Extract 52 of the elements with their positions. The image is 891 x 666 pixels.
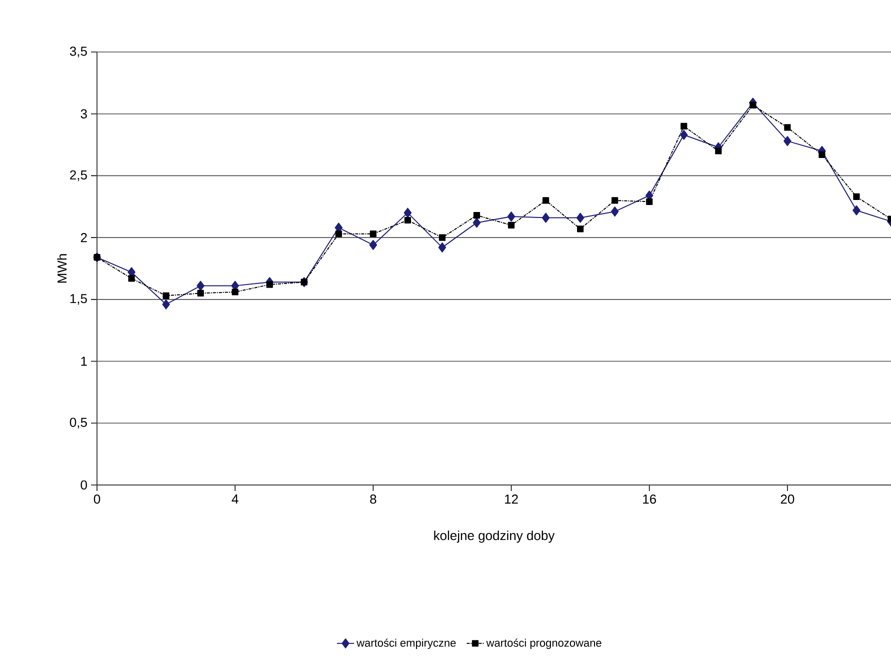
- y-tick-label: 3,5: [70, 46, 87, 58]
- point: [750, 102, 756, 108]
- point: [128, 275, 135, 282]
- point: [370, 230, 376, 238]
- point: [612, 197, 618, 204]
- point: [266, 281, 273, 288]
- point: [162, 299, 170, 310]
- y-tick-label: 3: [80, 109, 87, 118]
- legend-label: wartości prognozowane: [486, 638, 602, 649]
- point: [404, 208, 412, 218]
- point: [852, 205, 860, 216]
- point: [577, 226, 584, 232]
- point: [646, 198, 653, 205]
- point: [784, 124, 791, 131]
- point: [542, 212, 550, 223]
- x-tick-label: 16: [643, 494, 656, 504]
- point: [542, 197, 550, 204]
- point: [335, 230, 342, 238]
- y-tick-label: 0,5: [70, 418, 87, 428]
- point: [680, 130, 688, 140]
- point: [404, 216, 411, 224]
- y-tick-label: 1,5: [70, 294, 87, 305]
- point: [576, 212, 584, 223]
- point: [853, 193, 860, 200]
- y-axis-title: MWh: [57, 254, 67, 283]
- point: [197, 290, 204, 297]
- x-tick-label: 12: [505, 494, 518, 504]
- x-tick-label: 4: [232, 494, 238, 504]
- x-tick-label: 20: [780, 494, 794, 504]
- point: [369, 240, 378, 250]
- point: [232, 288, 238, 296]
- x-axis-title: kolejne godziny doby: [434, 530, 555, 543]
- y-tick-label: 0: [80, 480, 87, 490]
- point: [438, 234, 446, 241]
- point: [818, 151, 826, 158]
- point: [610, 206, 619, 217]
- point: [473, 212, 480, 219]
- point: [162, 292, 170, 300]
- legend-label: wartości empiryczne: [356, 638, 456, 649]
- y-tick-label: 1: [81, 356, 87, 366]
- point: [438, 242, 446, 252]
- point: [680, 122, 688, 130]
- point: [784, 136, 792, 146]
- y-tick-label: 2: [80, 233, 87, 242]
- point: [507, 212, 516, 222]
- point: [508, 222, 515, 228]
- point: [196, 280, 204, 291]
- x-tick-label: 8: [370, 494, 376, 504]
- y-tick-label: 2,5: [70, 170, 87, 182]
- x-tick-label: 0: [94, 494, 100, 504]
- point: [472, 218, 481, 228]
- point: [715, 148, 722, 154]
